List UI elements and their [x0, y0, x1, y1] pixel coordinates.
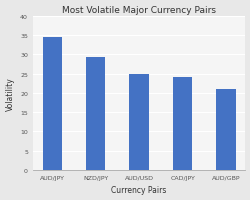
- Bar: [86, 58, 105, 170]
- Bar: [172, 77, 192, 170]
- Y-axis label: Volatility: Volatility: [6, 77, 15, 110]
- Bar: [42, 38, 62, 170]
- X-axis label: Currency Pairs: Currency Pairs: [111, 186, 166, 194]
- Bar: [129, 74, 148, 170]
- Title: Most Volatile Major Currency Pairs: Most Volatile Major Currency Pairs: [62, 6, 215, 14]
- Bar: [216, 90, 235, 170]
